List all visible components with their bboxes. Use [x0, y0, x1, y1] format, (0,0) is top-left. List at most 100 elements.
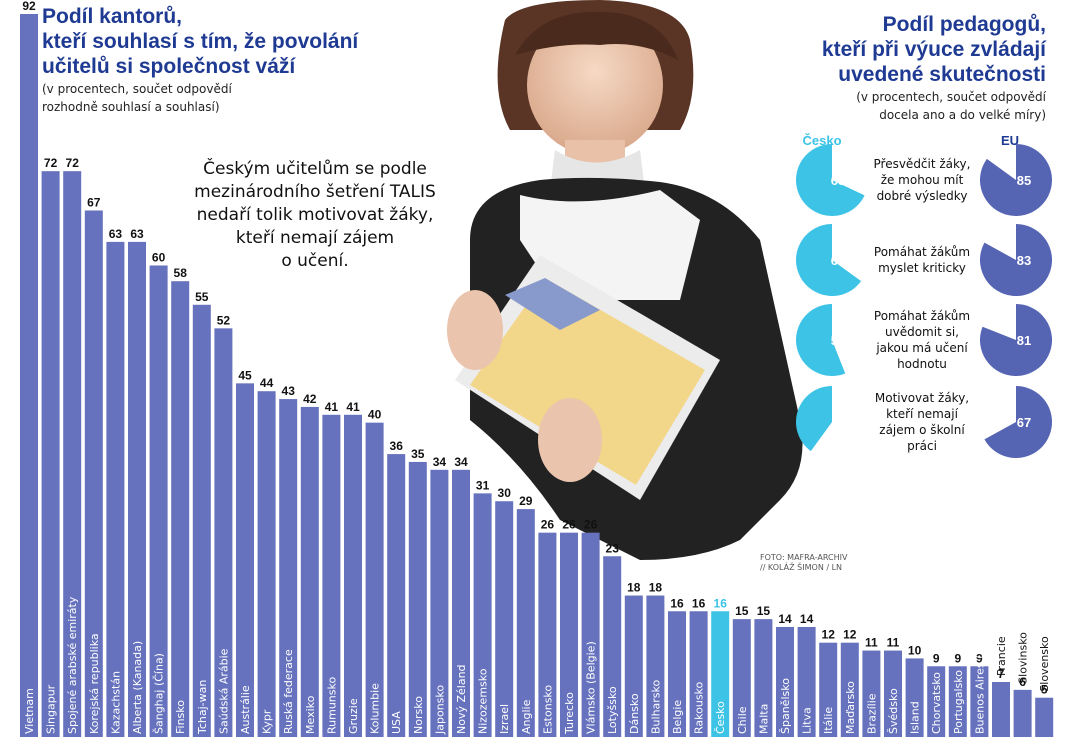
category-label-island: Island — [909, 701, 922, 734]
category-label-kolumbie: Kolumbie — [369, 683, 382, 734]
bar-singapur — [41, 171, 60, 737]
category-label-korejska-republika: Korejská republika — [88, 633, 101, 734]
value-label-anglie: 29 — [519, 494, 533, 508]
value-label-singapur: 72 — [44, 156, 58, 170]
bar-japonsko — [430, 469, 449, 737]
pie-cesko-4 — [796, 386, 832, 452]
value-label-kazachstan: 63 — [109, 227, 123, 241]
category-label-slovensko: Slovensko — [1038, 636, 1051, 692]
value-label-litva: 14 — [800, 612, 814, 626]
bar-turecko — [560, 532, 578, 737]
bar-cesko — [711, 611, 730, 737]
bar-svedsko — [884, 650, 902, 737]
right-title-line-2: kteří při výuce zvládají — [821, 38, 1046, 61]
bar-italie — [819, 642, 838, 737]
category-label-tchaj-wan: Tchaj-wan — [196, 680, 209, 735]
left-title-line-2: kteří souhlasí s tím, že povolání — [42, 30, 359, 53]
category-label-portugalsko: Portugalsko — [952, 670, 965, 734]
pie-label-2-line-1: Pomáhat žákům — [874, 245, 970, 259]
category-label-sanghaj-cina: Šanghaj (Čína) — [153, 653, 166, 734]
value-label-mexiko: 42 — [303, 392, 317, 406]
pie-label-4-line-4: práci — [907, 439, 937, 453]
value-label-francie: 7 — [998, 667, 1005, 681]
bar-vlamsko-belgie — [581, 532, 600, 737]
category-label-rumunsko: Rumunsko — [325, 677, 338, 734]
category-label-nizozemsko: Nizozemsko — [477, 668, 490, 734]
category-label-buenos-aires-argentina: Buenos Aires (Argentina) — [973, 597, 986, 734]
bar-finsko — [171, 281, 190, 737]
category-label-novy-zeland: Nový Zéland — [455, 664, 468, 734]
bar-spojene-arabske-emiraty — [63, 171, 82, 737]
photo-credit-line-1: FOTO: MAFRA-ARCHIV — [760, 553, 848, 562]
value-label-slovensko: 5 — [1041, 683, 1048, 697]
pie-label-2-line-2: myslet kriticky — [878, 261, 966, 275]
pie-label-3-line-1: Pomáhat žákům — [874, 309, 970, 323]
pie-label-1-line-3: dobré výsledky — [877, 189, 968, 203]
pie-cesko-value-4: 40 — [831, 415, 845, 430]
bar-slovinsko — [1013, 689, 1032, 737]
bar-dansko — [624, 595, 643, 737]
value-label-island: 10 — [908, 643, 922, 657]
value-label-madarsko: 12 — [843, 628, 857, 642]
bar-litva — [797, 626, 816, 737]
lead-line-4: kteří nemají zájem — [235, 228, 395, 248]
value-label-gruzie: 41 — [346, 400, 360, 414]
bar-chile — [732, 619, 751, 737]
pie-eu-3 — [980, 304, 1052, 376]
bar-portugalsko — [948, 666, 967, 737]
bar-kolumbie — [365, 422, 384, 737]
value-label-vietnam: 92 — [22, 0, 36, 13]
category-label-dansko: Dánsko — [628, 693, 641, 734]
pie-label-4-line-2: kteří nemají — [886, 407, 958, 421]
category-label-estonsko: Estonsko — [541, 685, 554, 734]
pie-label-3-line-2: uvědomit si, — [885, 325, 959, 339]
category-label-singapur: Singapur — [45, 684, 58, 734]
value-label-usa: 36 — [390, 439, 404, 453]
value-label-lotyssko: 23 — [606, 541, 620, 555]
value-label-spojene-arabske-emiraty: 72 — [66, 156, 80, 170]
bar-tchaj-wan — [192, 304, 211, 737]
category-label-vietnam: Vietnam — [23, 688, 36, 734]
pie-eu-value-3: 81 — [1017, 333, 1031, 348]
value-label-kypr: 44 — [260, 376, 274, 390]
value-label-portugalsko: 9 — [954, 651, 961, 665]
bar-slovensko — [1035, 697, 1054, 737]
category-label-ruska-federace: Ruská federace — [282, 649, 295, 734]
bar-alberta-kanada — [128, 241, 146, 738]
value-label-nizozemsko: 31 — [476, 478, 490, 492]
category-label-brazilie: Brazílie — [865, 693, 878, 734]
right-title-block: Podíl pedagogů, kteří při výuce zvládají… — [726, 12, 1046, 123]
value-label-novy-zeland: 34 — [454, 455, 468, 469]
pie-label-1-line-1: Přesvědčit žáky, — [874, 157, 971, 171]
teacher-photo — [447, 0, 803, 560]
bar-chorvatsko — [927, 666, 946, 737]
pie-label-4-line-1: Motivovat žáky, — [875, 391, 969, 405]
value-label-rumunsko: 41 — [325, 400, 339, 414]
right-subtitle-line-1: (v procentech, součet odpovědí — [856, 90, 1046, 104]
right-subtitle-line-2: docela ano a do velké míry) — [879, 108, 1046, 122]
bar-estonsko — [538, 532, 557, 737]
bar-lotyssko — [603, 556, 622, 737]
value-label-belgie: 16 — [670, 596, 684, 610]
pie-cesko-value-1: 68 — [831, 173, 845, 188]
bar-anglie — [516, 509, 535, 737]
category-label-litva: Litva — [801, 707, 814, 734]
category-label-kazachstan: Kazachstán — [109, 671, 122, 734]
lead-line-3: nedaří tolik motivovat žáky, — [196, 205, 434, 225]
value-label-tchaj-wan: 55 — [195, 290, 209, 304]
category-label-anglie: Anglie — [520, 699, 533, 734]
category-label-spojene-arabske-emiraty: Spojené arabské emiráty — [66, 596, 79, 734]
pie-cesko-value-2: 65 — [831, 253, 845, 268]
pie-eu-1 — [979, 144, 1052, 216]
pie-eu-2 — [980, 224, 1052, 296]
value-label-estonsko: 26 — [541, 518, 555, 532]
category-label-norsko: Norsko — [412, 696, 425, 734]
category-label-svedsko: Švédsko — [887, 688, 900, 734]
right-title-line-1: Podíl pedagogů, — [882, 13, 1046, 36]
lead-text: Českým učitelům se podle mezinárodního š… — [170, 158, 460, 273]
category-label-finsko: Finsko — [174, 700, 187, 734]
bar-kypr — [257, 391, 276, 737]
category-label-mexiko: Mexiko — [304, 695, 317, 734]
